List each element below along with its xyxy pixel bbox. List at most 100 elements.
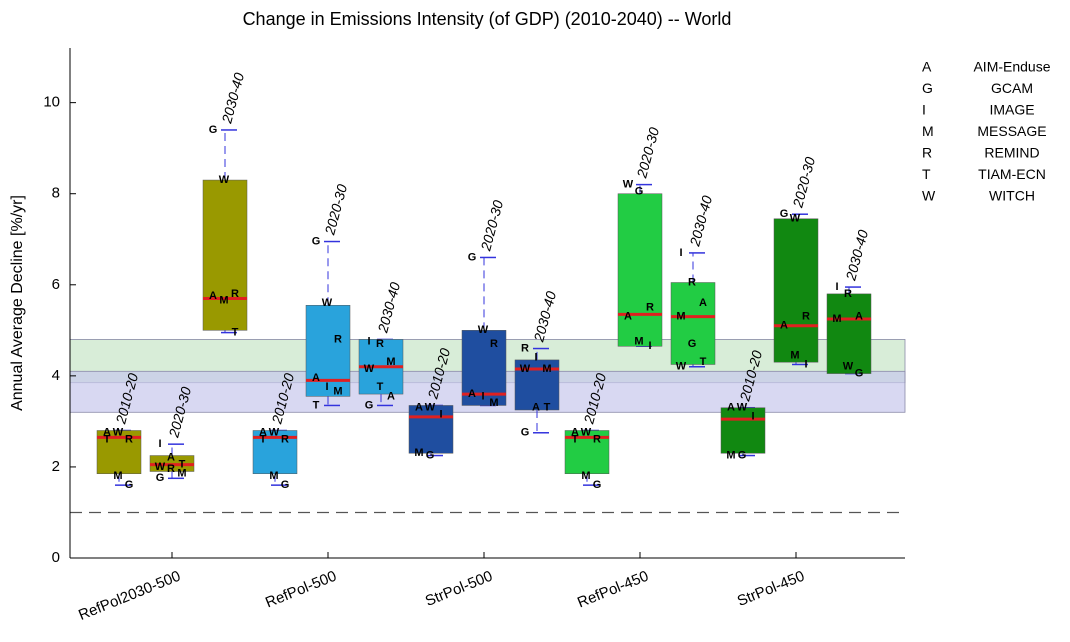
model-point: G [468, 251, 477, 263]
model-point: T [544, 402, 551, 414]
y-tick-label: 8 [52, 185, 60, 202]
legend-code: R [922, 145, 932, 161]
period-label: 2030-40 [686, 194, 715, 249]
box [408, 405, 454, 454]
model-point: W [269, 427, 280, 439]
model-point: M [581, 470, 590, 482]
box [202, 179, 248, 331]
model-point: W [790, 213, 801, 225]
model-point: G [209, 124, 218, 136]
model-point: A [532, 402, 540, 414]
model-point: M [832, 313, 841, 325]
model-point: A [415, 402, 423, 414]
model-point: W [219, 174, 230, 186]
legend-code: T [922, 166, 931, 182]
model-point: M [634, 336, 643, 348]
model-point: R [802, 311, 810, 323]
model-point: M [386, 356, 395, 368]
model-point: M [414, 447, 423, 459]
model-point: T [313, 399, 320, 411]
model-point: A [209, 290, 217, 302]
model-point: I [367, 336, 370, 348]
model-point: I [751, 411, 754, 423]
y-tick-label: 6 [52, 276, 60, 293]
model-point: R [376, 338, 384, 350]
model-point: M [177, 468, 186, 480]
model-point: G [855, 367, 864, 379]
box [773, 218, 819, 363]
legend-name: MESSAGE [977, 123, 1046, 139]
model-point: M [219, 295, 228, 307]
model-point: A [727, 402, 735, 414]
period-label: 2020-30 [633, 125, 662, 180]
legend-name: IMAGE [989, 102, 1034, 118]
model-point: A [259, 427, 267, 439]
model-point: T [104, 434, 111, 446]
legend-code: A [922, 59, 932, 75]
legend-name: TIAM-ECN [978, 166, 1046, 182]
model-point: M [113, 470, 122, 482]
model-point: R [688, 276, 696, 288]
legend-name: WITCH [989, 188, 1035, 204]
model-point: W [364, 363, 375, 375]
model-point: M [790, 349, 799, 361]
model-point: R [281, 434, 289, 446]
model-point: G [365, 399, 374, 411]
model-point: M [333, 386, 342, 398]
legend-code: W [922, 188, 936, 204]
model-point: W [581, 427, 592, 439]
model-point: I [679, 247, 682, 259]
model-point: M [489, 397, 498, 409]
period-label: 2020-30 [477, 198, 506, 253]
model-point: G [738, 449, 747, 461]
period-label: 2030-40 [374, 280, 403, 335]
legend-code: M [922, 123, 934, 139]
model-point: M [269, 470, 278, 482]
model-point: W [425, 402, 436, 414]
model-point: W [520, 363, 531, 375]
model-point: I [439, 408, 442, 420]
y-axis-label: Annual Average Decline [%/yr] [9, 195, 26, 411]
model-point: W [623, 179, 634, 191]
model-point: T [179, 459, 186, 471]
model-point: A [855, 311, 863, 323]
model-point: I [481, 390, 484, 402]
model-point: W [322, 297, 333, 309]
period-label: 2030-40 [842, 228, 871, 283]
x-tick-label: StrPol-500 [423, 568, 495, 610]
model-point: I [804, 358, 807, 370]
model-point: R [167, 463, 175, 475]
model-point: I [158, 438, 161, 450]
x-tick-label: StrPol-450 [735, 568, 807, 610]
y-tick-label: 4 [52, 367, 60, 384]
model-point: G [635, 185, 644, 197]
model-point: R [231, 288, 239, 300]
x-tick-label: RefPol-500 [263, 568, 339, 612]
model-point: I [534, 352, 537, 364]
period-label: 2030-40 [530, 289, 559, 344]
period-label: 2020-30 [321, 182, 350, 237]
legend-code: G [922, 80, 933, 96]
model-point: T [700, 356, 707, 368]
legend-name: REMIND [984, 145, 1039, 161]
box [617, 193, 663, 347]
model-point: A [312, 372, 320, 384]
period-label: 2030-40 [218, 71, 247, 126]
model-point: I [325, 381, 328, 393]
model-point: A [103, 427, 111, 439]
model-point: G [521, 427, 530, 439]
model-point: A [167, 452, 175, 464]
period-label: 2020-30 [789, 155, 818, 210]
model-point: W [478, 324, 489, 336]
model-point: R [490, 338, 498, 350]
model-point: A [387, 390, 395, 402]
model-point: G [281, 479, 290, 491]
model-point: A [468, 388, 476, 400]
model-point: T [260, 434, 267, 446]
model-point: G [780, 208, 789, 220]
model-point: R [334, 333, 342, 345]
model-point: A [780, 320, 788, 332]
model-point: T [232, 327, 239, 339]
model-point: R [646, 301, 654, 313]
